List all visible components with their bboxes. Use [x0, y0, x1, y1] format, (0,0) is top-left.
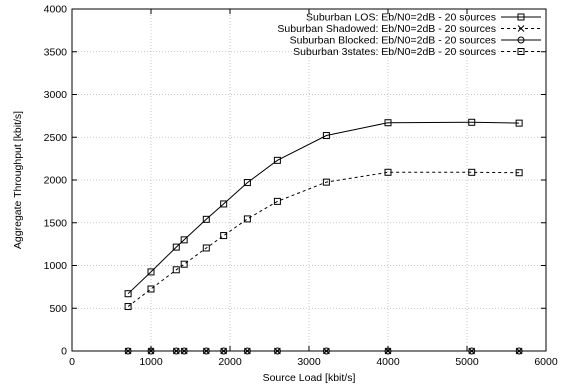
square-marker	[172, 243, 180, 251]
circle-marker	[517, 36, 525, 44]
circle-marker	[180, 347, 188, 355]
x-tick-label: 1000	[139, 356, 163, 368]
square-marker	[517, 48, 525, 55]
circle-marker	[384, 347, 392, 355]
x-tick-label: 6000	[534, 356, 558, 368]
legend-label: Suburban Shadowed: Eb/N0=2dB - 20 source…	[277, 23, 496, 35]
circle-marker	[202, 347, 210, 355]
y-tick-label: 1000	[44, 260, 68, 272]
square-marker	[515, 119, 523, 127]
square-marker	[384, 168, 392, 176]
square-marker	[384, 119, 392, 127]
square-marker	[468, 168, 476, 176]
square-marker	[243, 179, 251, 187]
legend-item-1: Suburban LOS: Eb/N0=2dB - 20 sources	[306, 12, 541, 24]
circle-marker	[124, 347, 132, 355]
y-tick-label: 4000	[44, 4, 68, 16]
series-line	[127, 171, 520, 307]
y-tick-label: 2000	[44, 175, 68, 187]
y-axis-label: Aggregate Throughput [kbit/s]	[12, 111, 24, 249]
legend: Suburban LOS: Eb/N0=2dB - 20 sourcesSubu…	[277, 12, 541, 58]
circle-marker	[147, 347, 155, 355]
x-tick-label: 2000	[218, 356, 242, 368]
legend-label: Suburban Blocked: Eb/N0=2dB - 20 sources	[290, 35, 496, 47]
square-marker	[172, 266, 180, 274]
circle-marker	[243, 347, 251, 355]
square-marker	[517, 13, 525, 21]
legend-label: Suburban LOS: Eb/N0=2dB - 20 sources	[306, 12, 496, 24]
square-marker	[147, 268, 155, 276]
legend-item-3: Suburban Blocked: Eb/N0=2dB - 20 sources	[290, 35, 541, 47]
square-marker	[180, 260, 188, 268]
square-marker	[322, 132, 330, 140]
square-marker	[124, 303, 132, 311]
legend-item-4: Suburban 3states: Eb/N0=2dB - 20 sources	[293, 46, 541, 58]
circle-marker	[322, 347, 330, 355]
series-line	[127, 121, 520, 295]
square-marker	[322, 178, 330, 186]
circle-marker	[273, 347, 281, 355]
series-1	[124, 118, 523, 298]
series-3	[124, 347, 523, 355]
circle-marker	[515, 347, 523, 355]
square-marker	[124, 290, 132, 298]
square-marker	[147, 285, 155, 293]
x-tick-label: 5000	[455, 356, 479, 368]
y-tick-label: 3500	[44, 46, 68, 58]
y-tick-label: 500	[49, 303, 67, 315]
circle-marker	[172, 347, 180, 355]
square-marker	[515, 169, 523, 177]
x-tick-label: 4000	[376, 356, 400, 368]
y-tick-label: 2500	[44, 132, 68, 144]
y-tick-label: 0	[61, 346, 67, 358]
circle-marker	[468, 347, 476, 355]
square-marker	[273, 156, 281, 164]
series-4	[124, 168, 523, 311]
square-marker	[243, 215, 251, 223]
square-marker	[202, 215, 210, 223]
square-marker	[202, 244, 210, 252]
circle-marker	[220, 347, 228, 355]
square-marker	[273, 197, 281, 205]
axis-ticks: 0 1000 2000 3000 4000 5000 6000 0 500 1000 1500 200…	[44, 4, 558, 369]
legend-label: Suburban 3states: Eb/N0=2dB - 20 sources	[293, 46, 496, 58]
series-group	[124, 118, 523, 355]
legend-item-2: Suburban Shadowed: Eb/N0=2dB - 20 source…	[277, 23, 541, 35]
x-tick-label: 0	[69, 356, 75, 368]
grid-lines	[71, 8, 547, 352]
square-marker	[180, 236, 188, 244]
cross-marker	[517, 25, 525, 32]
y-tick-label: 3000	[44, 89, 68, 101]
square-marker	[468, 118, 476, 126]
y-tick-label: 1500	[44, 217, 68, 229]
square-marker	[220, 200, 228, 208]
square-marker	[220, 232, 228, 240]
x-axis-label: Source Load [kbit/s]	[263, 372, 356, 384]
x-tick-label: 3000	[297, 356, 321, 368]
